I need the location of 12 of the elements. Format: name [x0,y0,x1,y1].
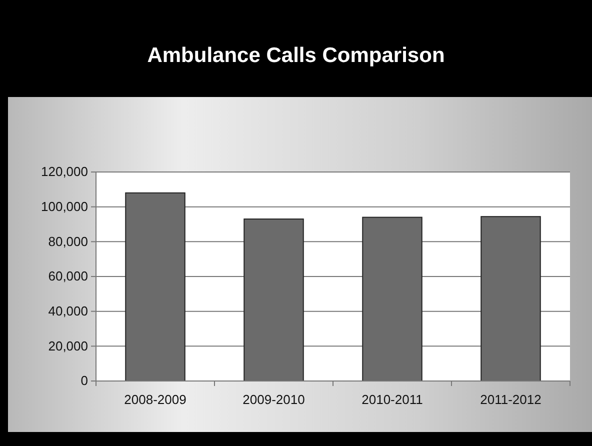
y-tick-label: 20,000 [48,338,88,354]
chart-title: Ambulance Calls Comparison [147,44,445,67]
x-tick-label: 2011-2012 [480,392,542,408]
x-tick-label: 2010-2011 [362,392,423,408]
y-tick-label: 60,000 [48,268,88,284]
y-tick-label: 0 [80,373,88,388]
y-tick-label: 80,000 [48,234,88,249]
y-tick-label: 120,000 [41,164,88,180]
x-tick-label: 2008-2009 [124,392,186,408]
y-tick-label: 40,000 [48,303,88,318]
x-tick-label: 2009-2010 [242,392,305,408]
y-tick-label: 100,000 [41,198,88,214]
